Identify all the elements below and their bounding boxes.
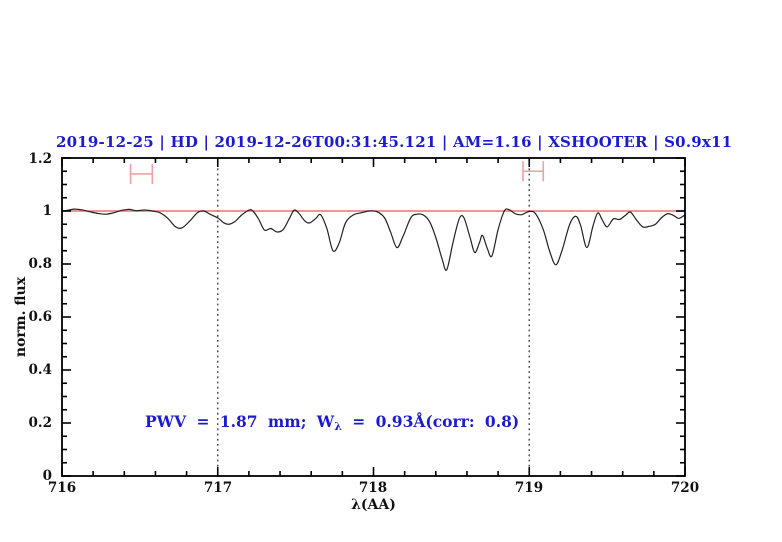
- pwv-annotation-text: PWV = 1.87 mm; W: [145, 412, 335, 431]
- x-tick-label: 716: [47, 480, 77, 496]
- y-tick-label: 0.8: [28, 256, 53, 272]
- pwv-annotation: PWV = 1.87 mm; Wλ = 0.93Å(corr: 0.8): [145, 412, 519, 433]
- spectrum-line: [61, 208, 686, 271]
- x-tick-label: 719: [514, 480, 544, 496]
- lambda-subscript: λ: [334, 420, 342, 433]
- x-tick-label: 720: [670, 480, 700, 496]
- x-tick-label: 717: [203, 480, 233, 496]
- pwv-annotation-text: = 0.93Å(corr: 0.8): [341, 412, 520, 431]
- y-tick-label: 1.2: [28, 151, 53, 167]
- y-tick-label: 0.6: [28, 309, 53, 325]
- x-tick-label: 718: [358, 480, 388, 496]
- y-tick-label: 0.4: [28, 362, 53, 378]
- observation-header: 2019-12-25 | HD | 2019-12-26T00:31:45.12…: [56, 133, 733, 151]
- y-tick-label: 1: [42, 203, 52, 219]
- y-tick-label: 0: [42, 468, 52, 484]
- y-tick-label: 0.2: [28, 415, 53, 431]
- x-axis-title: λ(AA): [351, 497, 396, 513]
